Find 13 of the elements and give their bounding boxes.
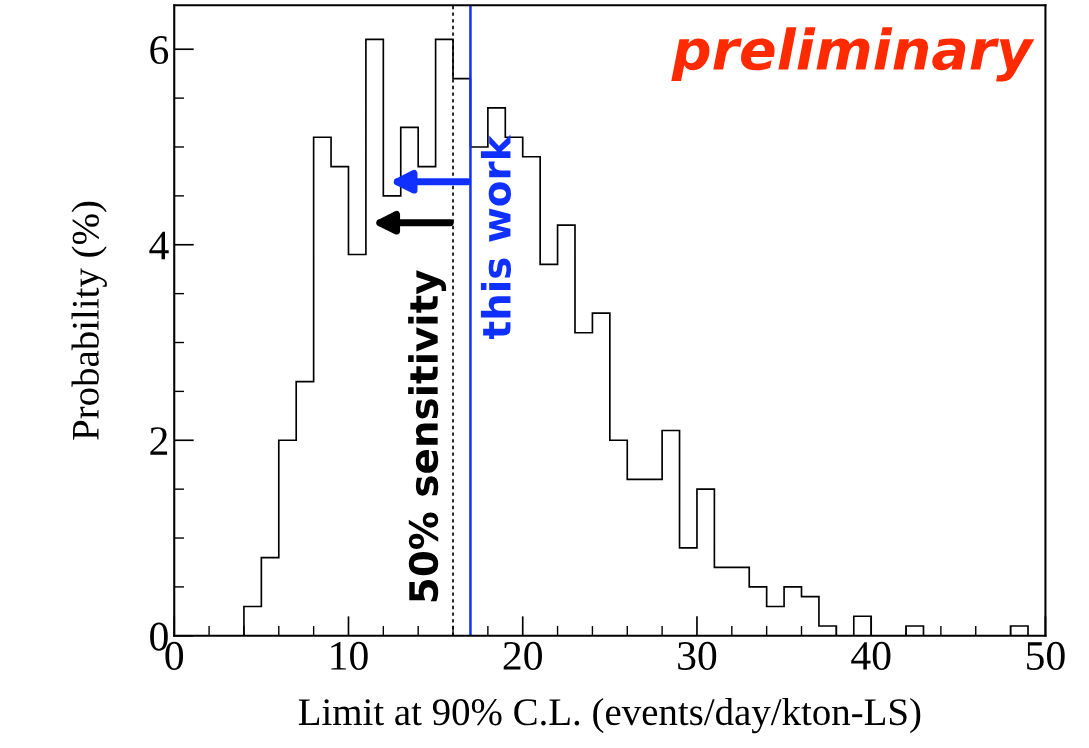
annotation: preliminary [671,27,1035,82]
y-tick-label: 4 [149,231,169,260]
x-tick-label: 30 [678,641,717,670]
y-tick-label: 6 [150,36,169,65]
x-tick-label: 20 [503,641,542,670]
x-axis-title: Limit at 90% C.L. (events/day/kton-LS) [298,697,921,734]
x-tick-label: 50 [1027,641,1065,670]
x-tick-label: 40 [851,641,891,670]
x-tick-label: 10 [331,641,368,670]
y-axis-title: Probability (%) [71,201,107,440]
ref-line-label: 50% sensitivity [408,270,447,602]
ref-line-label: this work [480,134,511,339]
y-tick-label: 2 [150,427,168,455]
